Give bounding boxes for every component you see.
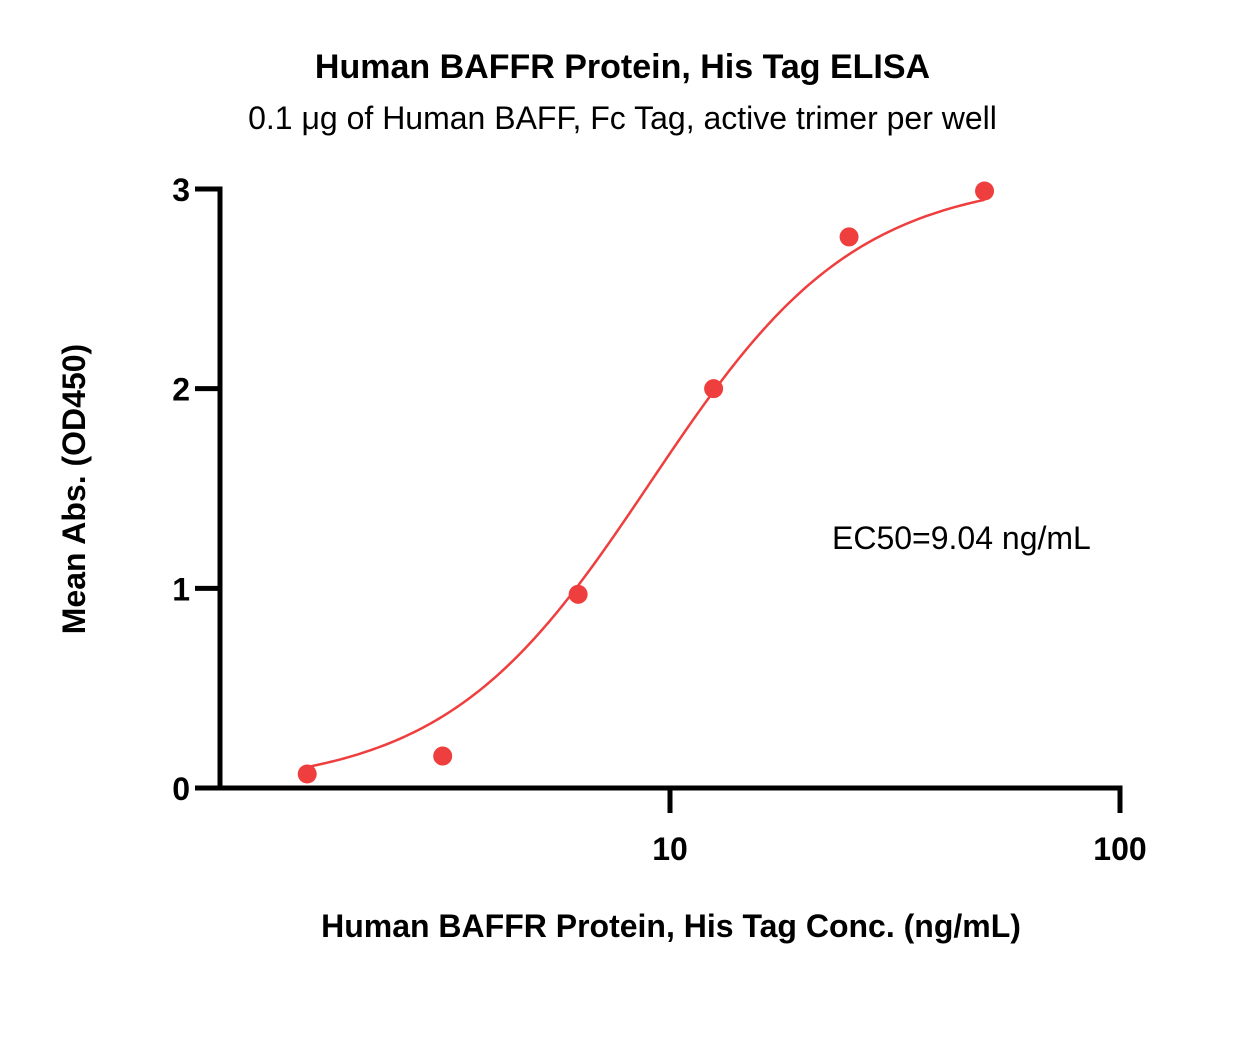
data-point-5 bbox=[975, 181, 995, 201]
y-tick-label-0: 0 bbox=[172, 771, 190, 807]
data-point-1 bbox=[433, 746, 453, 766]
y-tick-label-2: 2 bbox=[172, 372, 190, 408]
y-ticks: 0 1 2 3 bbox=[172, 172, 220, 807]
x-tick-label-1: 100 bbox=[1093, 831, 1146, 867]
x-tick-label-0: 10 bbox=[652, 831, 688, 867]
x-ticks: 10 100 bbox=[652, 788, 1147, 867]
y-tick-label-3: 3 bbox=[172, 172, 190, 208]
data-point-4 bbox=[839, 227, 859, 247]
data-point-0 bbox=[297, 764, 317, 784]
chart-subtitle: 0.1 μg of Human BAFF, Fc Tag, active tri… bbox=[248, 100, 997, 136]
data-point-3 bbox=[704, 379, 724, 399]
data-point-2 bbox=[568, 584, 588, 604]
chart-title: Human BAFFR Protein, His Tag ELISA bbox=[314, 48, 931, 86]
fit-curve bbox=[303, 198, 985, 769]
y-tick-label-1: 1 bbox=[172, 571, 190, 607]
data-points bbox=[297, 181, 995, 784]
y-axis-label: Mean Abs. (OD450) bbox=[56, 344, 92, 634]
ec50-annotation: EC50=9.04 ng/mL bbox=[832, 520, 1091, 556]
x-axis-label: Human BAFFR Protein, His Tag Conc. (ng/m… bbox=[321, 908, 1021, 944]
